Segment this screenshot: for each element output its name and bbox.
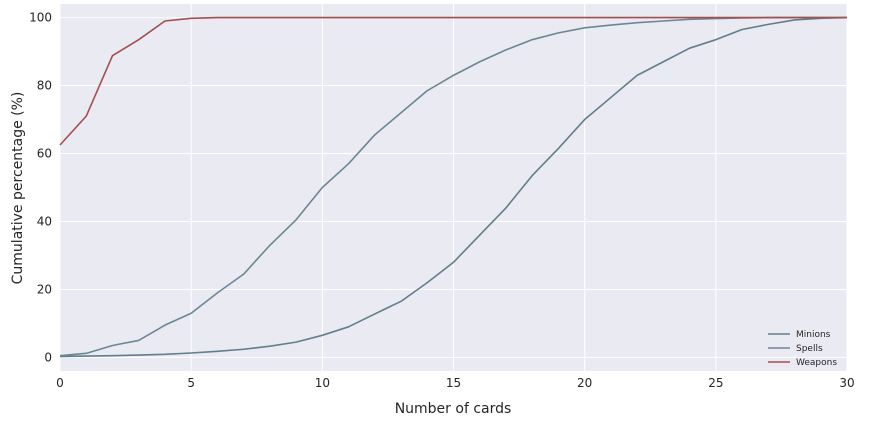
series-line-minions (59, 16, 848, 358)
y-tick-label: 80 (37, 79, 52, 93)
x-tick-label: 20 (577, 376, 592, 390)
y-tick-label: 20 (37, 282, 52, 296)
y-tick-label: 100 (29, 11, 52, 25)
x-tick-label: 5 (187, 376, 195, 390)
y-axis-label: Cumulative percentage (%) (10, 92, 26, 285)
y-tick-label: 40 (37, 214, 52, 228)
legend-label-spells: Spells (796, 344, 823, 354)
series-lines (59, 16, 848, 358)
x-tick-label: 25 (708, 376, 723, 390)
series-line-weapons (59, 16, 847, 146)
y-tick-label: 0 (44, 350, 52, 364)
y-tick-label: 60 (37, 147, 52, 161)
x-tick-label: 15 (446, 376, 461, 390)
x-tick-label: 30 (839, 376, 854, 390)
x-tick-label: 10 (315, 376, 330, 390)
x-tick-label: 0 (56, 376, 64, 390)
x-axis-label: Number of cards (395, 401, 512, 417)
legend: Minions Spells Weapons (768, 330, 837, 368)
x-tick-labels: 0 5 10 15 20 25 30 (56, 376, 854, 390)
series-line-spells (59, 16, 847, 357)
y-tick-labels: 0 20 40 60 80 100 (29, 11, 52, 365)
legend-label-minions: Minions (796, 330, 831, 340)
legend-label-weapons: Weapons (796, 358, 837, 368)
